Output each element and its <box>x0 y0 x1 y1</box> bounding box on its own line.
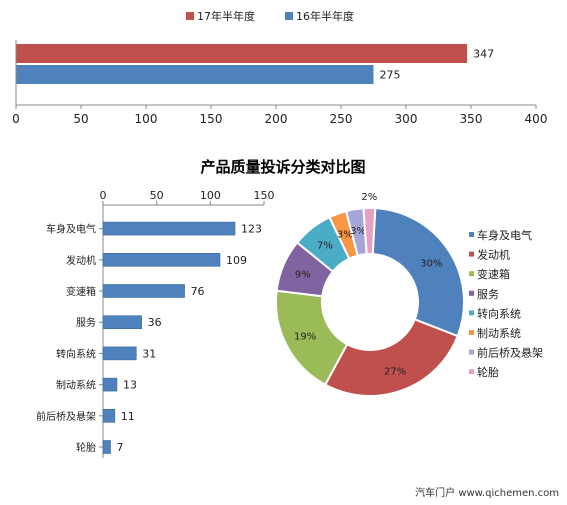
data-label: 123 <box>241 223 262 236</box>
x-tick-label: 200 <box>265 112 288 126</box>
chart-title: 产品质量投诉分类对比图 <box>200 158 365 176</box>
legend-swatch <box>186 12 194 20</box>
legend-label: 17年半年度 <box>197 9 255 23</box>
bar <box>102 408 116 423</box>
category-label: 服务 <box>76 316 96 329</box>
legend-swatch <box>469 271 474 277</box>
legend-label: 前后桥及悬架 <box>477 346 543 360</box>
donut-slice <box>362 207 377 256</box>
category-label: 车身及电气 <box>46 223 96 236</box>
x-tick-label: 100 <box>200 189 221 202</box>
legend-label: 16年半年度 <box>296 9 354 23</box>
legend-swatch <box>469 369 474 375</box>
legend-label: 轮胎 <box>477 365 499 379</box>
legend-label: 变速箱 <box>477 267 510 281</box>
legend-label: 车身及电气 <box>477 228 532 242</box>
slice-label: 3% <box>337 229 353 240</box>
legend-label: 制动系统 <box>477 327 521 340</box>
slice-label: 7% <box>317 241 333 252</box>
data-label: 36 <box>148 316 162 329</box>
legend-swatch <box>285 12 293 20</box>
x-tick-label: 50 <box>150 189 164 202</box>
bar <box>102 377 118 392</box>
bar <box>16 44 468 63</box>
category-label: 轮胎 <box>76 441 96 454</box>
data-label: 11 <box>121 410 135 423</box>
bar <box>102 221 236 236</box>
slice-label: 2% <box>361 192 377 203</box>
x-tick-label: 150 <box>254 189 275 202</box>
slice-label: 27% <box>384 367 406 378</box>
legend-swatch <box>469 232 474 237</box>
watermark: 汽车门户 www.qichemen.com <box>415 488 559 499</box>
data-label: 13 <box>123 379 137 392</box>
donut-chart: 30% 27% 19% 9% 7% 3%3% 2% 车身及电气发动机变速箱服务转向系统制动系统… <box>275 192 543 397</box>
slice-label: 3% <box>350 226 366 237</box>
legend-swatch <box>469 251 474 257</box>
bar <box>102 346 137 361</box>
x-tick-label: 100 <box>135 112 158 126</box>
x-tick-label: 0 <box>100 189 107 202</box>
slice-label: 30% <box>420 258 442 269</box>
data-label: 109 <box>226 254 247 267</box>
legend-label: 转向系统 <box>477 306 521 320</box>
bar <box>102 284 185 298</box>
category-bar-chart: 0 50 100 150 车身及电气 123 发动机 109 变速箱 76 服务 36 转向系统 31 制动… <box>36 189 275 458</box>
slice-label: 9% <box>295 269 311 280</box>
data-label: 76 <box>191 285 205 298</box>
legend-label: 发动机 <box>477 248 510 262</box>
donut-slice <box>323 318 459 397</box>
x-tick-label: 300 <box>395 112 418 126</box>
x-tick-label: 350 <box>460 112 483 126</box>
x-tick-label: 400 <box>525 112 548 126</box>
category-label: 制动系统 <box>56 379 96 392</box>
bar <box>102 440 111 454</box>
x-tick-label: 0 <box>12 112 20 126</box>
top-comparison-chart: 17年半年度 16年半年度 347 275 0 50 100 150 200 250 300 350 4… <box>12 9 547 126</box>
category-label: 前后桥及悬架 <box>36 410 96 423</box>
slice-label: 19% <box>294 332 316 343</box>
legend-swatch <box>469 349 474 355</box>
data-label: 347 <box>473 48 494 61</box>
legend-swatch <box>469 330 474 335</box>
category-label: 变速箱 <box>66 285 96 298</box>
legend-label: 服务 <box>477 288 499 301</box>
x-tick-label: 150 <box>200 112 223 126</box>
category-label: 发动机 <box>66 254 96 267</box>
bar <box>102 253 221 267</box>
donut-slice <box>371 207 465 338</box>
data-label: 275 <box>380 69 401 82</box>
legend-swatch <box>469 290 474 296</box>
data-label: 31 <box>142 347 156 360</box>
category-label: 转向系统 <box>56 347 96 360</box>
legend-swatch <box>469 310 474 316</box>
bar <box>102 315 142 330</box>
bar <box>16 65 374 84</box>
x-tick-label: 250 <box>330 112 353 126</box>
x-tick-label: 50 <box>73 112 88 126</box>
data-label: 7 <box>117 441 124 454</box>
